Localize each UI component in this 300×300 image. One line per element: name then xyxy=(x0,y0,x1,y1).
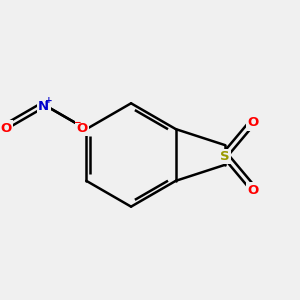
Text: N: N xyxy=(38,100,50,112)
Text: O: O xyxy=(248,116,259,129)
Text: S: S xyxy=(220,150,230,163)
Text: O: O xyxy=(76,122,88,134)
Text: +: + xyxy=(45,96,52,105)
Text: O: O xyxy=(248,184,259,196)
Text: O: O xyxy=(0,122,11,134)
Text: −: − xyxy=(73,118,81,127)
